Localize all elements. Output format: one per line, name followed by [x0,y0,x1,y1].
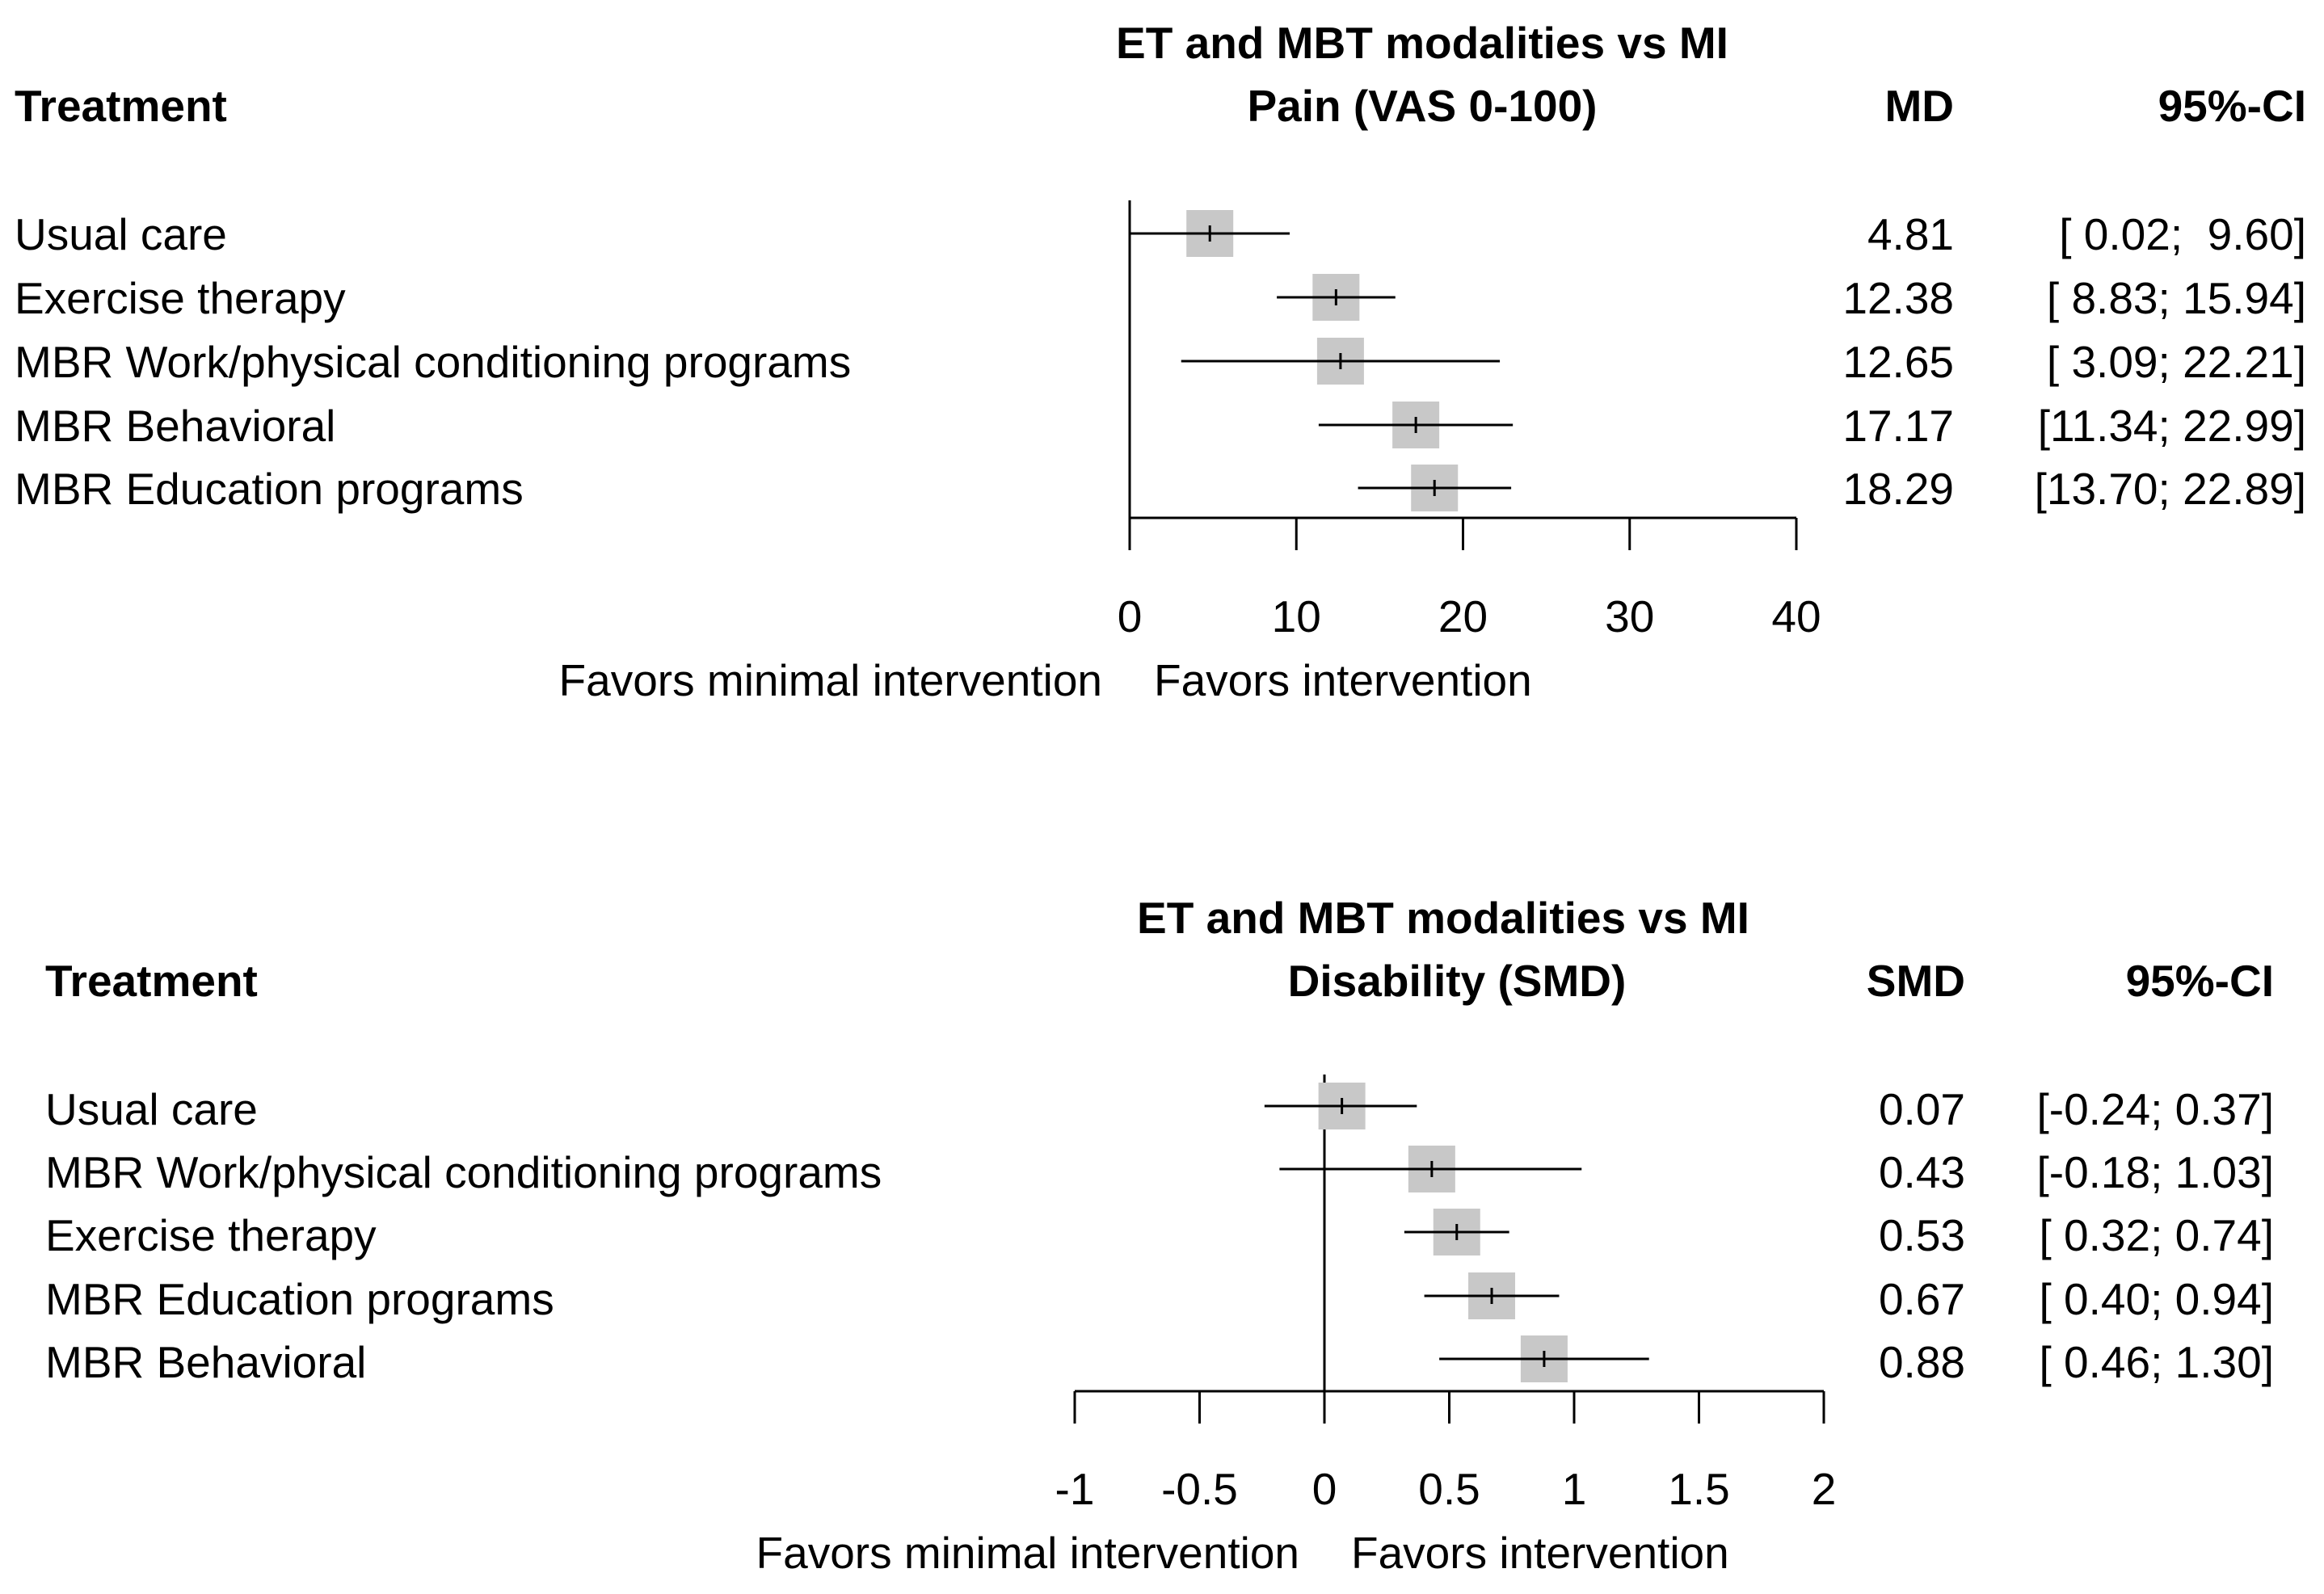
x-tick-label: -1 [1055,1464,1095,1514]
pain-ci-value: [ 3.09; 22.21] [2047,337,2306,387]
disability-forest-panel: ET and MBT modalities vs MI Disability (… [45,893,2274,1578]
x-tick-label: -0.5 [1161,1464,1238,1514]
disability-row-label: MBR Behavioral [45,1337,366,1387]
pain-md-value: 17.17 [1842,401,1954,451]
pain-ci-value: [ 8.83; 15.94] [2047,273,2306,323]
x-tick-label: 1.5 [1668,1464,1729,1514]
disability-favors-intervention-label: Favors intervention [1351,1528,1729,1578]
pain-md-value: 18.29 [1842,464,1954,514]
disability-smd-value: 0.88 [1879,1337,1965,1387]
disability-x-axis: -1 -0.5 0 0.5 1 1.5 2 [1055,1390,1837,1514]
pain-md-header: MD [1884,81,1954,131]
x-tick-label: 0.5 [1418,1464,1480,1514]
disability-smd-header: SMD [1867,956,1965,1006]
disability-ci-value: [ 0.32; 0.74] [2040,1210,2275,1260]
pain-row-label: Exercise therapy [15,273,346,323]
x-tick-label: 20 [1438,591,1488,641]
disability-smd-value: 0.67 [1879,1274,1965,1324]
disability-row-label: Exercise therapy [45,1210,377,1260]
pain-md-value: 4.81 [1867,209,1954,259]
pain-row-label: MBR Behavioral [15,401,335,451]
disability-ci-value: [ 0.46; 1.30] [2040,1337,2275,1387]
disability-ci-value: [ 0.40; 0.94] [2040,1274,2275,1324]
disability-smd-values: 0.07 0.43 0.53 0.67 0.88 [1879,1084,1965,1387]
x-tick-label: 10 [1272,591,1321,641]
pain-md-value: 12.65 [1842,337,1954,387]
disability-title-line2: Disability (SMD) [1288,956,1627,1006]
disability-ci-value: [-0.24; 0.37] [2036,1084,2274,1134]
disability-row-label: MBR Work/physical conditioning programs [45,1147,882,1197]
pain-md-value: 12.38 [1842,273,1954,323]
disability-forest-marks [1264,1075,1649,1391]
pain-x-axis: 0 10 20 30 40 [1118,516,1821,641]
x-tick-label: 1 [1562,1464,1587,1514]
disability-smd-value: 0.07 [1879,1084,1965,1134]
disability-ci-value: [-0.18; 1.03] [2036,1147,2274,1197]
disability-ci-values: [-0.24; 0.37] [-0.18; 1.03] [ 0.32; 0.74… [2036,1084,2274,1387]
pain-md-values: 4.81 12.38 12.65 17.17 18.29 [1842,209,1954,514]
pain-ci-values: [ 0.02; 9.60] [ 8.83; 15.94] [ 3.09; 22.… [2035,209,2306,514]
pain-row-label: Usual care [15,209,227,259]
pain-ci-value: [13.70; 22.89] [2035,464,2306,514]
pain-ci-value: [11.34; 22.99] [2038,401,2306,451]
pain-forest-panel: ET and MBT modalities vs MI Pain (VAS 0-… [15,18,2306,705]
pain-title-line2: Pain (VAS 0-100) [1247,81,1597,131]
pain-treatment-header: Treatment [15,81,227,131]
disability-smd-value: 0.53 [1879,1210,1965,1260]
x-tick-label: 0 [1118,591,1143,641]
pain-favors-minimal-label: Favors minimal intervention [559,655,1102,705]
pain-favors-intervention-label: Favors intervention [1154,655,1532,705]
pain-ci-value: [ 0.02; 9.60] [2059,209,2306,259]
x-tick-label: 40 [1771,591,1821,641]
disability-smd-value: 0.43 [1879,1147,1965,1197]
disability-treatment-header: Treatment [45,956,258,1006]
x-tick-label: 30 [1605,591,1654,641]
disability-row-labels: Usual care MBR Work/physical conditionin… [45,1084,882,1387]
pain-row-label: MBR Education programs [15,464,524,514]
x-tick-label: 2 [1812,1464,1837,1514]
pain-row-label: MBR Work/physical conditioning programs [15,337,851,387]
pain-forest-marks [1128,200,1514,518]
x-tick-label: 0 [1312,1464,1337,1514]
pain-title-line1: ET and MBT modalities vs MI [1116,18,1728,68]
disability-favors-minimal-label: Favors minimal intervention [756,1528,1299,1578]
disability-title-line1: ET and MBT modalities vs MI [1137,893,1749,943]
disability-row-label: MBR Education programs [45,1274,554,1324]
disability-ci-header: 95%-CI [2126,956,2274,1006]
disability-row-label: Usual care [45,1084,258,1134]
pain-ci-header: 95%-CI [2158,81,2306,131]
pain-row-labels: Usual care Exercise therapy MBR Work/phy… [15,209,851,514]
